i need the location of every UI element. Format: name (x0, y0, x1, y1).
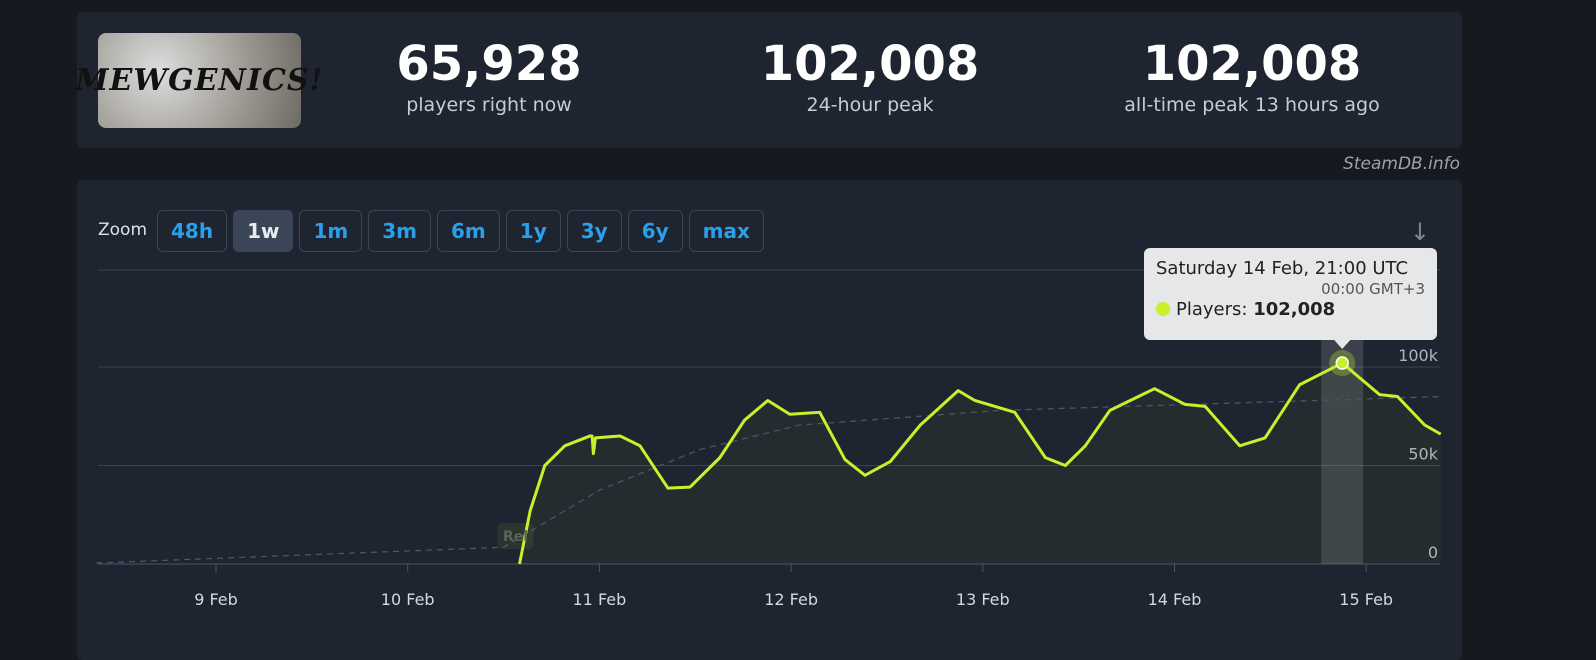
zoom-button-6y[interactable]: 6y (627, 210, 683, 252)
stat-value: 102,008 (1142, 36, 1362, 92)
stat-current: 65,928 players right now (309, 36, 669, 116)
x-tick-label: 15 Feb (1339, 590, 1393, 609)
x-tick-label: 12 Feb (764, 590, 818, 609)
stat-label: 24-hour peak (806, 94, 934, 116)
tooltip-pointer (1334, 340, 1351, 349)
zoom-label: Zoom (98, 220, 148, 240)
zoom-button-3y[interactable]: 3y (566, 210, 622, 252)
y-tick-label: 0 (1428, 543, 1438, 562)
zoom-button-1w[interactable]: 1w (233, 210, 294, 252)
release-flag (497, 523, 534, 549)
y-tick-label: 100k (1398, 346, 1439, 365)
x-tick-label: 13 Feb (956, 590, 1010, 609)
x-tick-label: 14 Feb (1148, 590, 1202, 609)
stat-label: all-time peak 13 hours ago (1124, 94, 1380, 116)
x-tick-label: 11 Feb (573, 590, 627, 609)
series-area (519, 363, 1441, 564)
x-tick-label: 9 Feb (194, 590, 238, 609)
stat-value: 102,008 (760, 36, 980, 92)
credit-link[interactable]: SteamDB.info (1343, 154, 1460, 174)
zoom-button-6m[interactable]: 6m (437, 210, 500, 252)
zoom-button-1m[interactable]: 1m (299, 210, 363, 252)
zoom-button-1y[interactable]: 1y (505, 210, 561, 252)
tooltip-series: Players: (1176, 299, 1248, 320)
tooltip: Saturday 14 Feb, 21:00 UTC 00:00 GMT+3 P… (1144, 248, 1437, 340)
tooltip-date: Saturday 14 Feb, 21:00 UTC (1156, 258, 1409, 279)
tooltip-value: 102,008 (1253, 299, 1336, 320)
logo-text: MEWGENICS! (75, 63, 324, 98)
zoom-button-max[interactable]: max (688, 210, 764, 252)
stat-value: 65,928 (396, 36, 582, 92)
x-tick-label: 10 Feb (381, 590, 435, 609)
zoom-buttons: 48h 1w 1m 3m 6m 1y 3y 6y max (157, 210, 764, 252)
highlight-point (1335, 356, 1349, 370)
stats-panel: MEWGENICS! 65,928 players right now 102,0… (75, 12, 1462, 148)
game-logo[interactable]: MEWGENICS! (75, 33, 323, 128)
players-line (518, 361, 1442, 565)
highlight-band (1321, 340, 1364, 564)
tooltip-local-time: 00:00 GMT+3 (1321, 280, 1425, 298)
download-arrow-icon[interactable]: ↓ (1409, 218, 1430, 246)
trend-line (96, 395, 1441, 564)
zoom-button-3m[interactable]: 3m (368, 210, 432, 252)
series-dot-icon (1156, 302, 1170, 316)
y-tick-label: 50k (1408, 445, 1438, 464)
zoom-button-48h[interactable]: 48h (157, 210, 228, 252)
release-flag-label: Rel (503, 529, 528, 545)
player-chart[interactable]: 0 50k 100k 9 Feb 10 Feb 11 Feb 12 Feb 13 Feb 14 … (0, 0, 1596, 645)
stat-alltime-peak: 102,008 all-time peak 13 hours ago (1072, 36, 1432, 116)
stat-24h-peak: 102,008 24-hour peak (690, 36, 1050, 116)
stat-label: players right now (406, 94, 572, 116)
